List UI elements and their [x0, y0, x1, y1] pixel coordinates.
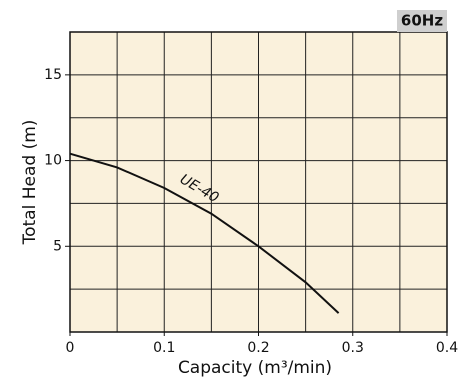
- x-tick-label: 0.4: [436, 340, 458, 356]
- y-tick-label: 15: [44, 67, 62, 83]
- y-tick-label: 5: [53, 238, 62, 254]
- y-axis-label: Total Head (m): [20, 120, 40, 246]
- x-tick-label: 0.3: [342, 340, 364, 356]
- x-tick-label: 0.1: [153, 340, 175, 356]
- curve: [69, 152, 340, 314]
- x-axis-label: Capacity (m³/min): [178, 358, 332, 378]
- x-tick-label: 0: [66, 340, 75, 356]
- badge-background: [397, 10, 447, 32]
- badge: 60Hz: [401, 12, 443, 30]
- y-tick-label: 10: [44, 153, 62, 169]
- x-tick-label: 0.2: [247, 340, 269, 356]
